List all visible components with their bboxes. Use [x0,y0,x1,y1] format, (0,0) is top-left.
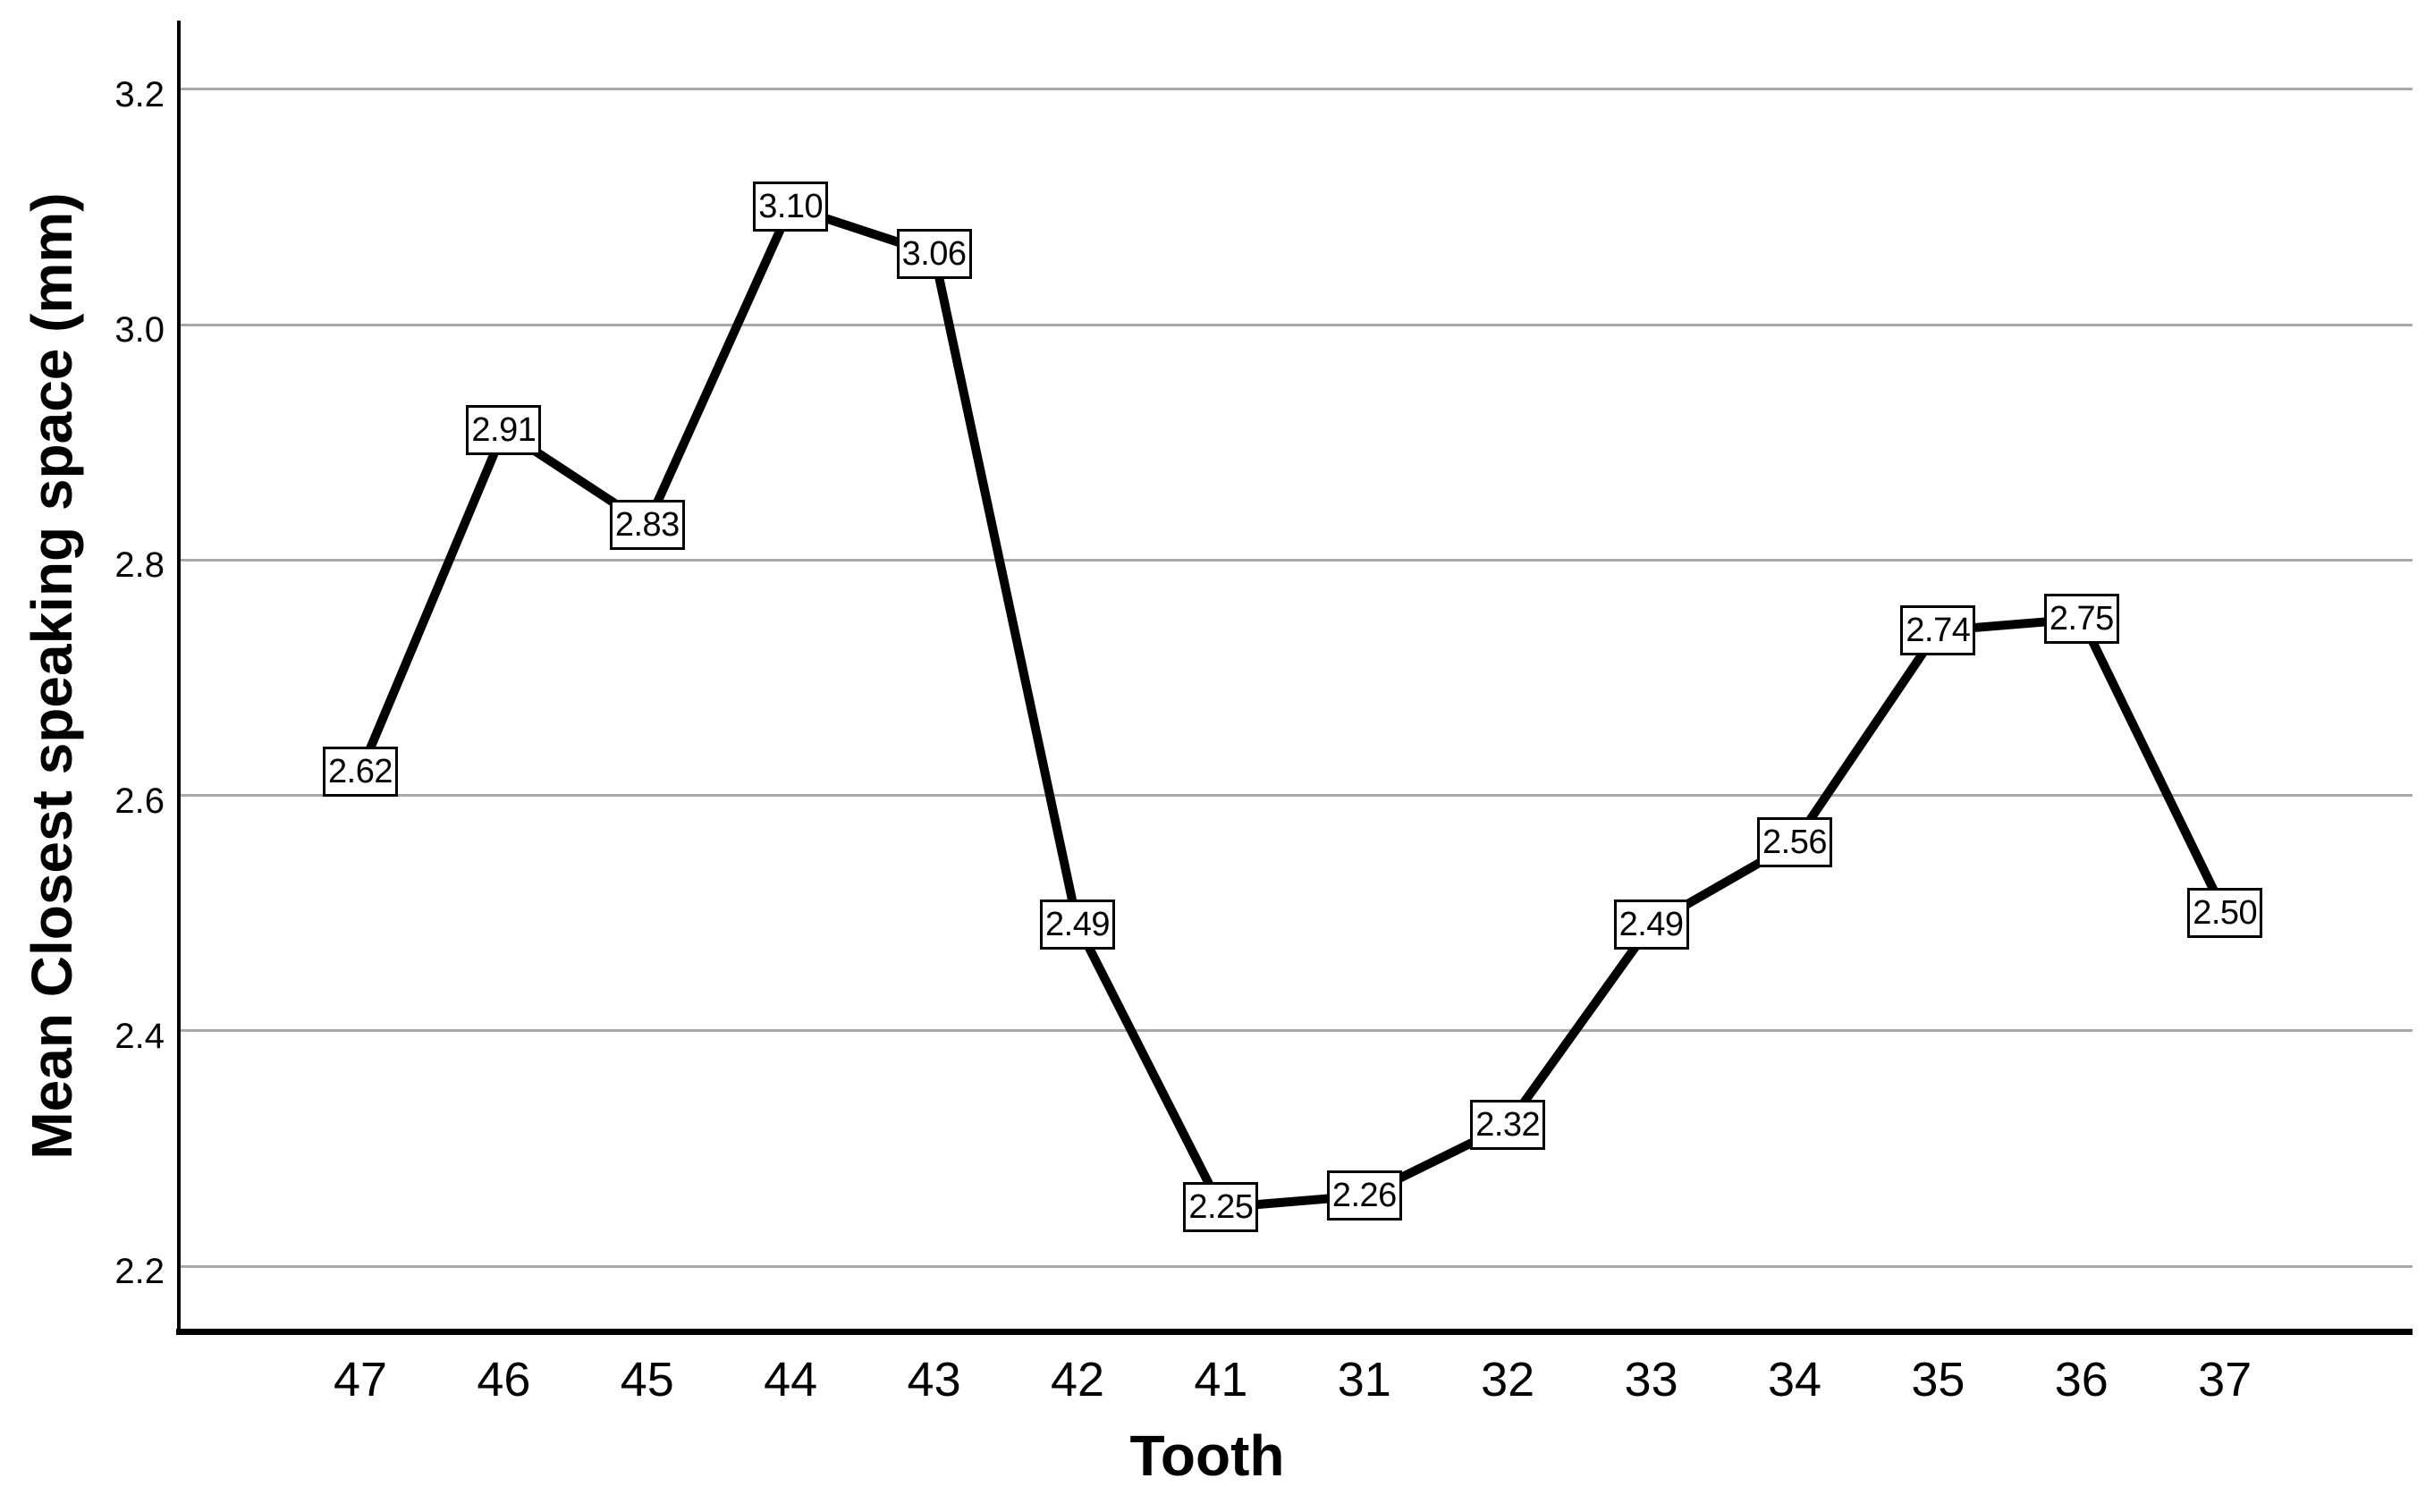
data-point-label: 2.74 [1900,605,1976,656]
data-point-label: 2.26 [1326,1170,1402,1221]
gridline [179,1029,2413,1033]
data-point-label: 2.56 [1757,817,1832,868]
gridline [179,88,2413,91]
x-tick-label: 43 [907,1353,961,1406]
x-tick-label: 45 [620,1353,674,1406]
data-point-label: 3.10 [753,182,829,232]
x-tick-label: 47 [333,1353,388,1406]
x-tick-label: 32 [1481,1353,1535,1406]
x-tick-label: 33 [1624,1353,1678,1406]
data-point-label: 2.91 [466,405,542,456]
x-axis-line [176,1329,2413,1335]
series-line [356,201,2229,1212]
gridline [179,1264,2413,1268]
gridline [179,794,2413,798]
y-tick-label: 2.8 [114,545,165,586]
x-tick-label: 46 [477,1353,531,1406]
y-axis-line [177,21,181,1333]
data-point-label: 2.49 [1613,900,1689,950]
x-axis-title: Tooth [1129,1423,1285,1488]
y-axis-title: Mean Closest speaking space (mm) [20,192,84,1160]
x-tick-label: 35 [1911,1353,1965,1406]
y-tick-label: 2.6 [114,781,165,821]
gridline [179,323,2413,326]
data-point-label: 2.50 [2187,888,2263,939]
y-tick-label: 2.4 [114,1016,165,1056]
gridline [179,558,2413,562]
data-point-label: 2.49 [1040,900,1115,950]
y-tick-label: 2.2 [114,1252,165,1292]
data-point-label: 2.75 [2043,594,2119,645]
y-tick-label: 3.2 [114,74,165,114]
x-tick-label: 42 [1050,1353,1105,1406]
x-tick-label: 41 [1194,1353,1248,1406]
x-tick-label: 36 [2054,1353,2109,1406]
data-point-label: 2.83 [609,499,685,550]
x-tick-label: 37 [2198,1353,2252,1406]
data-point-label: 2.25 [1183,1182,1259,1233]
data-point-label: 3.06 [896,229,972,279]
data-point-label: 2.32 [1470,1100,1546,1151]
x-tick-label: 34 [1767,1353,1822,1406]
y-tick-label: 3.0 [114,310,165,350]
x-tick-label: 31 [1337,1353,1391,1406]
data-point-label: 2.62 [323,747,398,798]
x-tick-label: 44 [764,1353,818,1406]
